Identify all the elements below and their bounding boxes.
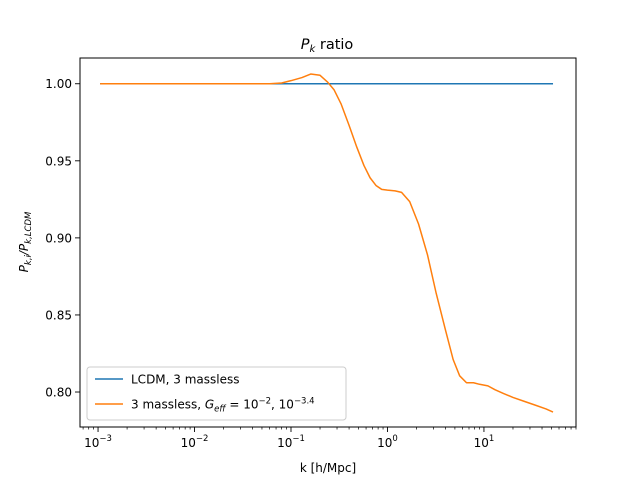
legend-geff-sub: eff (214, 405, 226, 415)
legend: LCDM, 3 massless 3 massless, Geff = 10−2… (86, 366, 347, 421)
x-tick-label-1: 10−2 (181, 434, 209, 450)
y-label-sub1: k,i (24, 254, 34, 265)
x-axis-label: k [h/Mpc] (300, 461, 356, 475)
series-layer (100, 73, 554, 413)
y-label-sub2: k,LCDM (24, 211, 34, 244)
y-label-mid: /P (17, 243, 31, 256)
y-tick-label-4: 1.00 (45, 77, 72, 91)
y-tick-label-2: 0.90 (45, 231, 72, 245)
x-tick-label-4: 101 (474, 434, 495, 450)
series-line-1 (100, 73, 554, 413)
legend-geff-g: G (205, 398, 214, 412)
title-subscript: k (309, 44, 316, 55)
legend-label-lcdm: LCDM, 3 massless (131, 373, 240, 387)
x-tick-label-2: 10−1 (277, 434, 305, 450)
legend-box (86, 366, 347, 421)
y-axis: 0.80 0.85 0.90 0.95 1.00 (45, 77, 80, 400)
legend-geff-exp1: −2 (259, 397, 272, 407)
legend-geff-eq: = 10 (226, 398, 259, 412)
title-rest: ratio (315, 37, 353, 53)
x-axis: 10−3 10−2 10−1 100 101 (84, 427, 494, 450)
legend-geff-pre: 3 massless, (131, 398, 205, 412)
plot-frame (79, 57, 577, 428)
x-tick-label-0: 10−3 (84, 434, 112, 450)
y-tick-label-1: 0.85 (45, 308, 72, 322)
y-axis-label: Pk,i/Pk,LCDM (17, 211, 34, 272)
legend-geff-exp2: −3.4 (294, 397, 315, 407)
y-tick-label-0: 0.80 (45, 386, 72, 400)
y-label-p1: P (17, 264, 31, 272)
x-axis-minor-ticks (82, 427, 577, 430)
x-tick-label-3: 100 (377, 434, 398, 450)
title-main: P (301, 37, 310, 53)
legend-label-geff: 3 massless, Geff = 10−2, 10−3.4 (131, 397, 315, 415)
y-tick-label-3: 0.95 (45, 154, 72, 168)
chart-title: Pk ratio (301, 37, 354, 55)
legend-geff-comma: , 10 (271, 398, 294, 412)
